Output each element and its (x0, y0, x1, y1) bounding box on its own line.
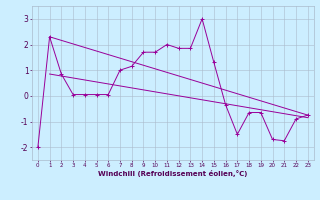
X-axis label: Windchill (Refroidissement éolien,°C): Windchill (Refroidissement éolien,°C) (98, 170, 247, 177)
